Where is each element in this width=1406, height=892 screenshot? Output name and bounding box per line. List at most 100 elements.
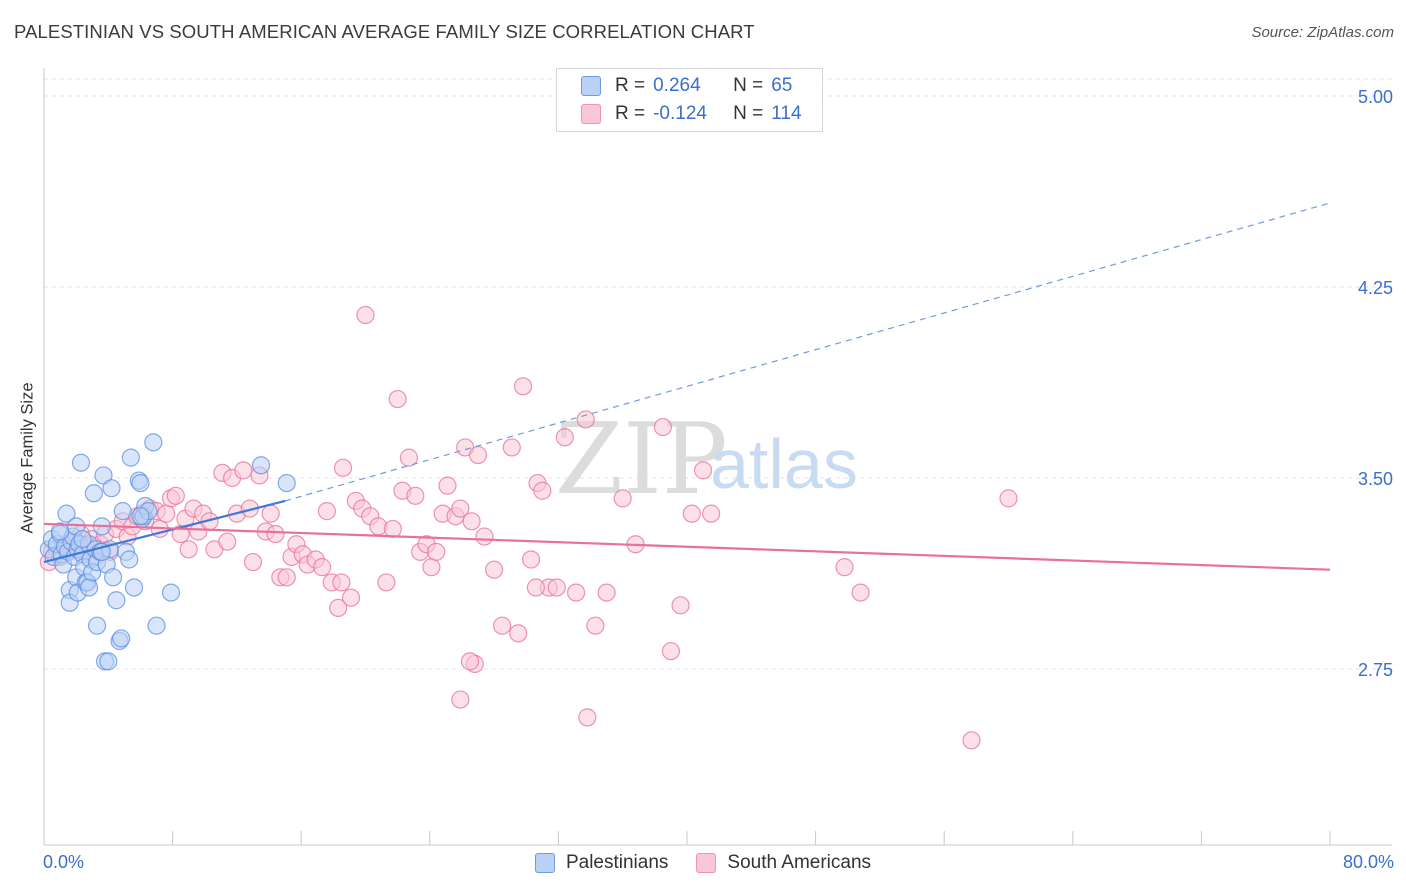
south-american-point [266,524,285,544]
legend-swatch-palestinians [581,76,601,96]
south-american-point [586,616,605,635]
palestinian-point [107,591,126,610]
watermark: ZIP atlas [555,403,858,517]
series-legend: Palestinians South Americans [0,852,1406,874]
series-legend-palestinians[interactable]: Palestinians [534,852,669,874]
south-american-point [835,558,854,577]
south-american-point [693,461,713,480]
legend-row-palestinians: R = 0.264 N = 65 [581,73,792,99]
south-american-point [166,486,185,505]
series-label-south-americans: South Americans [727,852,872,873]
south-american-point [851,583,870,602]
south-american-point [356,305,375,325]
series-legend-south-americans[interactable]: South Americans [696,852,871,874]
legend-row-south-americans: R = -0.124 N = 114 [581,101,802,127]
y-tick-label: 4.25 [1358,278,1393,298]
south-american-point [547,578,566,597]
source-credit: Source: ZipAtlas.com [1251,24,1394,41]
trend-lines [43,202,1331,571]
chart-title: PALESTINIAN VS SOUTH AMERICAN AVERAGE FA… [14,21,755,42]
palestinian-point [131,507,150,526]
south-american-point [468,445,488,465]
legend-n-label: N = [733,75,764,96]
south-american-point [460,652,480,671]
south-american-point [513,377,533,396]
correlation-legend: R = 0.264 N = 65 R = -0.124 N = 114 [556,68,823,132]
palestinian-point [113,502,132,521]
y-tick-label: 3.50 [1358,469,1393,489]
palestinian-point [124,578,144,597]
south-american-point [377,573,396,592]
south-american-point [566,583,586,602]
south-american-points [39,305,1018,750]
legend-n-value: 114 [771,103,802,124]
palestinian-point [102,479,121,498]
south-american-point [451,499,470,518]
x-axis-min-label: 0.0% [43,852,85,872]
south-american-point [451,690,470,709]
south-american-point [462,512,481,531]
y-tick-labels: 2.75 3.50 4.25 5.00 [1358,87,1393,680]
south-american-point [317,502,337,521]
south-american-point [341,588,361,607]
south-american-point [312,558,332,577]
south-american-point [218,532,237,551]
south-american-point [682,504,701,523]
palestinian-point [79,578,99,597]
palestinian-point [104,568,123,587]
palestinian-point [50,522,70,541]
legend-r-label: R = [615,103,646,124]
palestinian-trend-extension [284,202,1331,502]
y-tick-label: 2.75 [1358,660,1393,680]
legend-n-value: 65 [771,75,793,96]
south-american-point [578,708,597,727]
south-american-point [671,596,690,615]
south-american-point [332,573,351,592]
palestinian-point [87,616,107,635]
south-american-point [485,560,504,579]
palestinian-point [144,433,163,452]
series-swatch-south-americans [696,853,717,873]
south-american-point [261,504,280,523]
south-american-point [475,527,494,546]
legend-r-value: 0.264 [653,75,701,96]
axes [43,68,1392,846]
south-american-point [509,624,528,643]
series-swatch-palestinians [534,853,555,873]
legend-n-label: N = [733,103,764,124]
palestinian-point [73,530,92,549]
palestinian-point [147,616,166,635]
south-american-point [406,486,425,505]
south-american-point [493,616,512,635]
south-american-point [179,540,198,559]
legend-r-label: R = [615,75,646,96]
palestinian-point [71,453,91,472]
south-american-point [234,461,253,480]
south-american-point [597,583,616,602]
south-american-point [157,504,176,523]
palestinian-points [39,433,296,671]
south-american-point [329,598,348,617]
south-american-point [333,458,353,477]
palestinian-point [131,473,150,493]
palestinian-point [112,629,131,648]
palestinian-point [99,652,118,671]
south-american-point [521,550,541,569]
south-american-point [702,504,721,523]
palestinian-point [121,448,140,467]
palestinian-point [277,473,296,493]
south-american-point [383,519,402,539]
legend-r-value: -0.124 [653,103,707,124]
series-label-palestinians: Palestinians [565,852,669,873]
south-american-point [502,438,521,457]
palestinian-trend-line [43,499,286,564]
south-american-point [576,410,595,429]
south-american-point [555,428,574,447]
grid-lines [44,78,1392,670]
south-american-point [427,542,446,561]
south-american-point [277,568,296,587]
south-american-point [422,558,441,577]
south-american-point [653,417,672,437]
south-american-point [533,481,552,500]
